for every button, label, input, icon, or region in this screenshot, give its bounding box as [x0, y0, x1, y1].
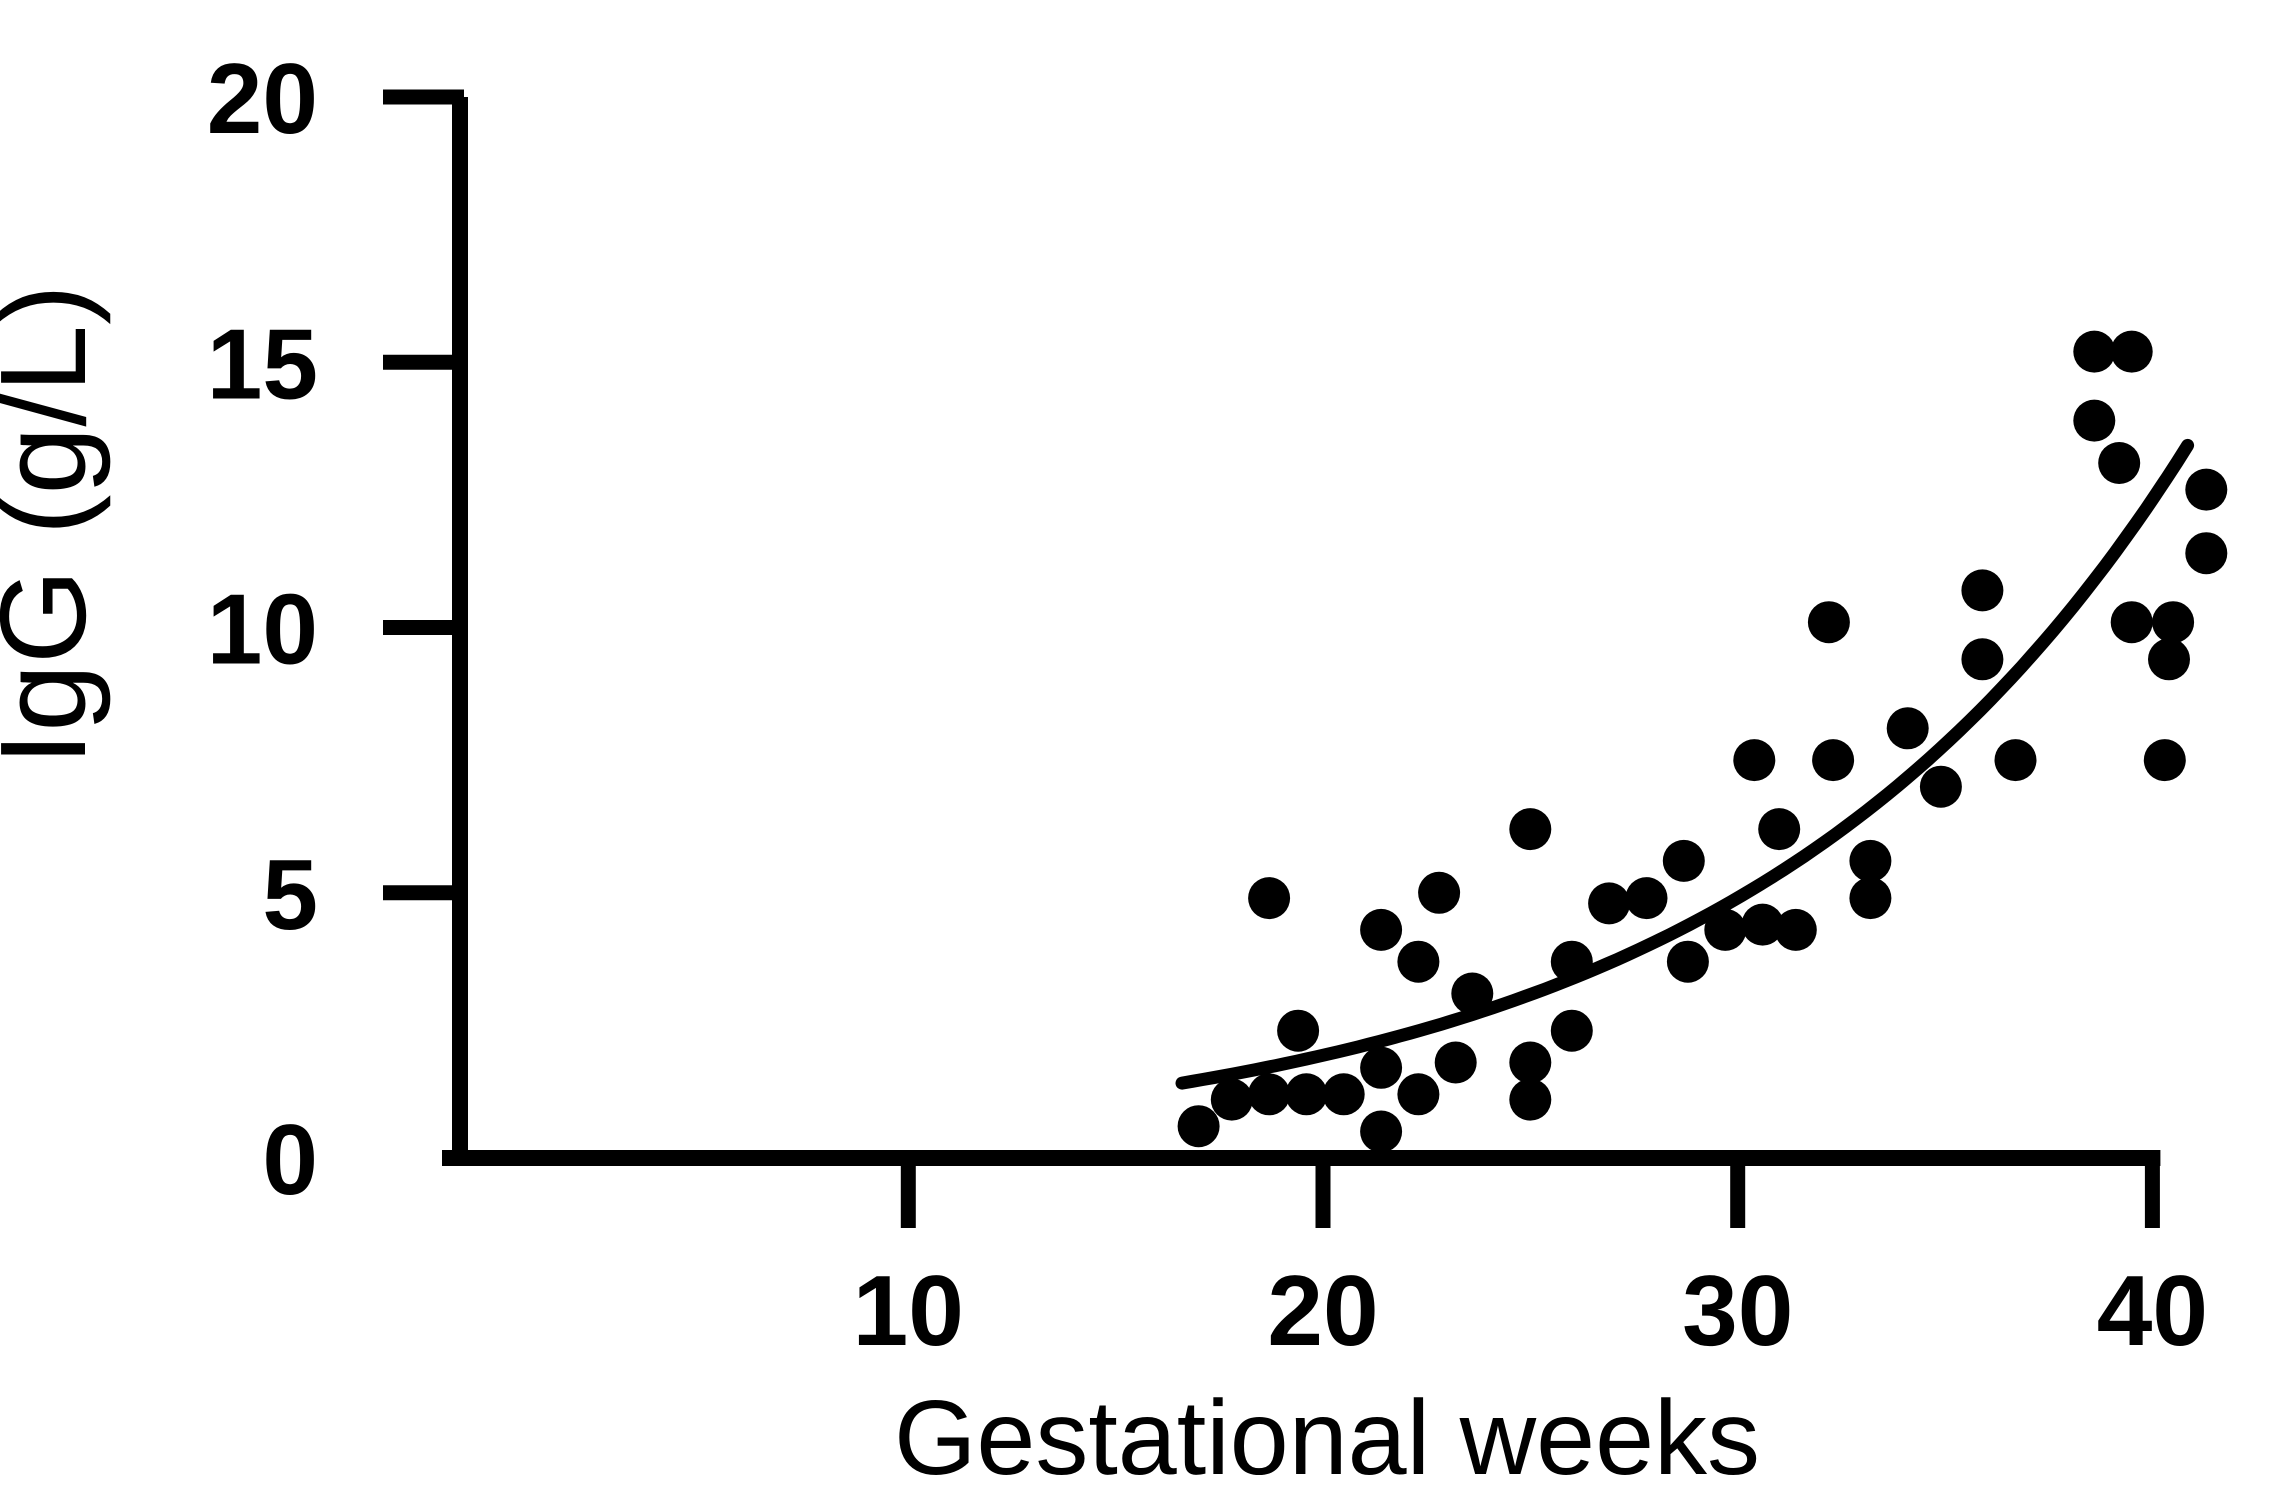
data-point	[1509, 808, 1552, 851]
data-point	[1774, 908, 1817, 951]
data-point	[1662, 839, 1705, 882]
data-point	[2073, 399, 2116, 442]
data-point	[1509, 1041, 1552, 1084]
data-point	[2185, 532, 2228, 575]
data-point	[1588, 882, 1631, 925]
data-point	[1849, 839, 1892, 882]
data-point	[1434, 1041, 1477, 1084]
data-point	[1704, 908, 1747, 951]
data-point	[1733, 739, 1776, 782]
data-point	[1360, 1046, 1403, 1089]
data-point	[1849, 877, 1892, 920]
data-point	[1360, 1110, 1403, 1153]
data-point	[2148, 638, 2190, 681]
data-point	[1812, 739, 1855, 782]
data-point	[1919, 765, 1962, 808]
tick-labels: 0 5 10 15 20 10 20 30 40	[207, 43, 2208, 1367]
data-point	[2110, 330, 2153, 373]
data-point	[1886, 707, 1929, 750]
data-point	[1451, 972, 1494, 1015]
data-point	[1625, 877, 1668, 920]
data-point	[1397, 940, 1440, 983]
trend-curve	[1175, 438, 2195, 1090]
data-point	[1360, 908, 1403, 951]
trend-curve-layer	[1175, 438, 2195, 1090]
y-tick-label-15: 15	[207, 308, 318, 420]
data-point	[1277, 1009, 1320, 1052]
tick-marks	[383, 89, 2160, 1228]
x-tick-label-10: 10	[853, 1255, 964, 1367]
axes	[442, 97, 2161, 1166]
data-point	[2073, 330, 2116, 373]
data-point	[1210, 1078, 1253, 1121]
data-point	[1177, 1105, 1220, 1148]
data-point	[1961, 569, 2004, 612]
data-point	[2185, 468, 2228, 511]
data-point	[1322, 1073, 1365, 1116]
data-point	[1807, 601, 1850, 644]
data-point	[1285, 1073, 1328, 1116]
y-tick-label-5: 5	[262, 839, 318, 951]
y-tick-label-20: 20	[207, 43, 318, 155]
data-point	[1741, 903, 1784, 946]
y-axis-title: IgG (g/L)	[0, 284, 111, 765]
data-point	[1509, 1078, 1552, 1121]
data-point	[1550, 940, 1593, 983]
data-point	[1961, 638, 2004, 681]
x-tick-label-30: 30	[1682, 1255, 1793, 1367]
y-tick-label-10: 10	[207, 574, 318, 686]
data-point	[1550, 1009, 1593, 1052]
data-point	[1248, 877, 1291, 920]
data-point	[1248, 1073, 1291, 1116]
x-tick-label-40: 40	[2097, 1255, 2208, 1367]
data-point	[1666, 940, 1709, 983]
data-point	[1758, 808, 1801, 851]
data-point	[2098, 442, 2141, 484]
data-point	[1418, 871, 1461, 914]
scatter-points	[1177, 330, 2228, 1153]
y-tick-label-0: 0	[262, 1104, 318, 1216]
data-point	[2152, 601, 2195, 644]
x-tick-label-20: 20	[1267, 1255, 1378, 1367]
data-point	[1994, 739, 2037, 782]
x-axis-title: Gestational weeks	[894, 1379, 1760, 1497]
data-point	[1397, 1073, 1440, 1116]
data-point	[2110, 601, 2153, 644]
data-point	[2143, 739, 2186, 782]
